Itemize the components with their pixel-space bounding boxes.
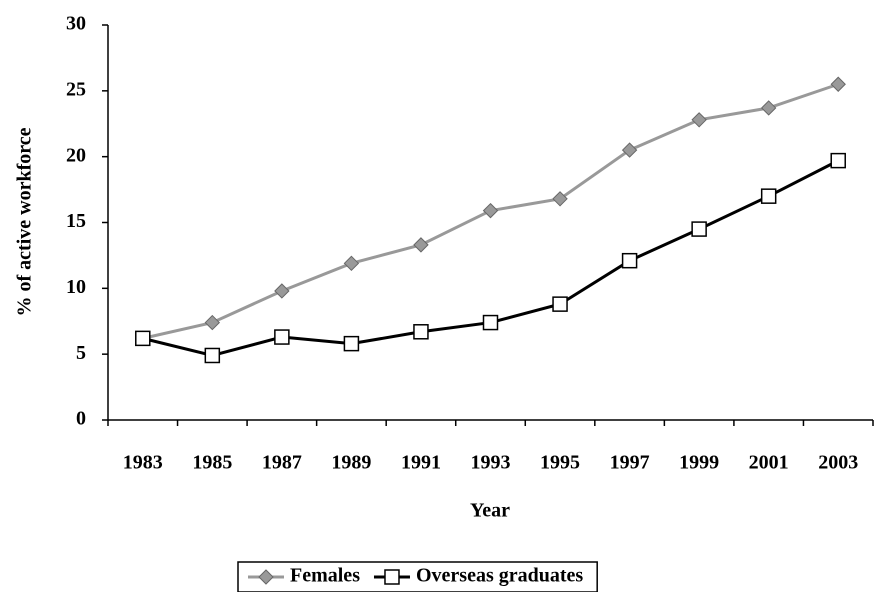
series-marker <box>482 314 499 331</box>
series-marker <box>274 283 290 299</box>
x-tick-label: 1995 <box>540 452 580 474</box>
legend-label: Females <box>290 565 360 587</box>
y-tick-label: 30 <box>66 13 86 35</box>
x-tick-label: 1991 <box>401 452 441 474</box>
series-marker <box>830 152 846 169</box>
series-marker <box>760 188 777 204</box>
x-tick-label: 1997 <box>610 452 650 474</box>
x-tick-label: 1987 <box>262 452 302 474</box>
x-tick-label: 2003 <box>818 452 858 474</box>
y-tick-label: 5 <box>76 342 86 364</box>
series-marker <box>413 237 429 253</box>
x-tick-label: 1989 <box>331 452 371 474</box>
series-marker <box>204 314 221 331</box>
series-marker <box>274 329 290 345</box>
x-tick-label: 1999 <box>679 452 719 474</box>
legend: Females Overseas graduates <box>237 561 598 592</box>
legend-label: Overseas graduates <box>416 565 583 587</box>
series-marker <box>343 255 360 272</box>
y-tick-label: 0 <box>76 408 86 430</box>
series-marker <box>830 76 846 92</box>
y-tick-label: 15 <box>66 210 86 232</box>
series-marker <box>482 202 499 219</box>
x-tick-label: 2001 <box>749 452 789 474</box>
legend-marker <box>384 569 400 585</box>
series-marker <box>204 347 221 364</box>
series-marker <box>691 221 707 237</box>
series-marker <box>621 142 638 158</box>
y-tick-label: 10 <box>66 276 86 298</box>
x-tick-label: 1983 <box>123 452 163 474</box>
series-marker <box>621 252 638 269</box>
series-marker <box>413 324 429 340</box>
x-tick-label: 1993 <box>471 452 511 474</box>
series-marker <box>552 191 568 207</box>
series-marker <box>691 112 707 128</box>
y-axis-label: % of active workforce <box>14 127 36 316</box>
series-marker <box>343 335 360 352</box>
y-tick-label: 20 <box>66 144 86 166</box>
series-marker <box>760 100 777 116</box>
legend-box <box>237 561 598 592</box>
y-tick-label: 25 <box>66 78 86 100</box>
series-marker <box>552 296 568 312</box>
x-axis-label: Year <box>470 500 510 522</box>
x-tick-label: 1985 <box>192 452 232 474</box>
legend-marker <box>258 569 274 585</box>
series-marker <box>135 330 151 347</box>
